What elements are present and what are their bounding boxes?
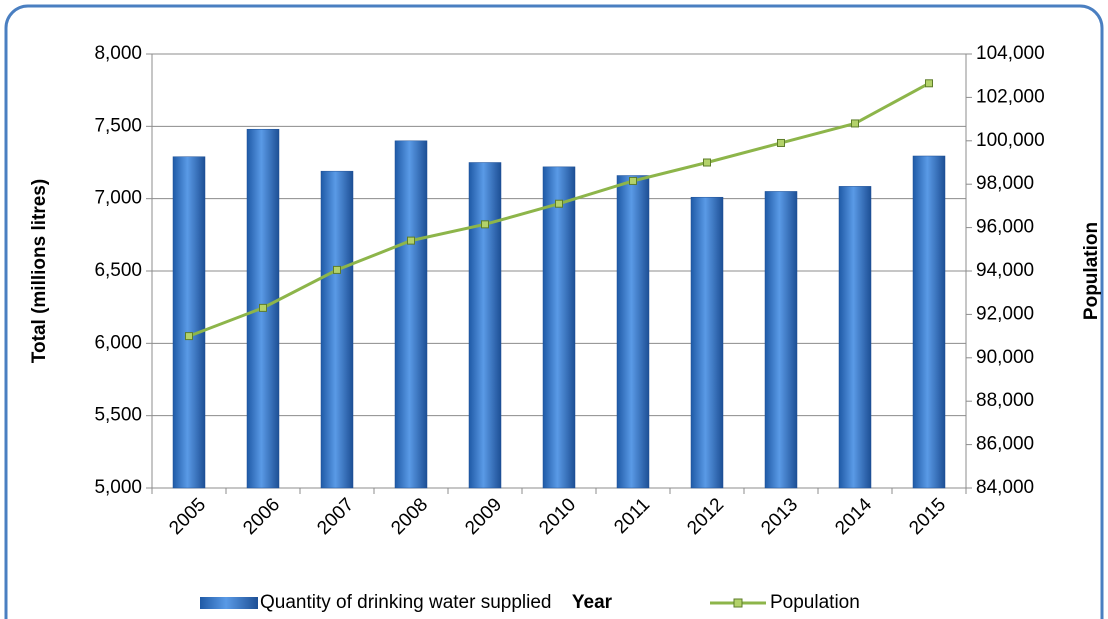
y-tick-label: 5,000: [94, 477, 142, 498]
line-marker: [185, 332, 193, 341]
y2-axis-label: Population: [1081, 222, 1102, 320]
y2-tick-label: 92,000: [976, 303, 1034, 324]
line-marker: [629, 176, 637, 185]
bar: [542, 166, 576, 489]
line-marker: [777, 138, 785, 147]
y-tick-label: 8,000: [94, 43, 142, 64]
x-axis-label: Year: [572, 592, 613, 613]
bar: [320, 170, 354, 489]
bar: [764, 191, 798, 489]
line-marker: [555, 199, 563, 208]
bar: [838, 186, 872, 489]
y2-tick-label: 102,000: [976, 86, 1045, 107]
y2-tick-label: 88,000: [976, 390, 1034, 411]
legend-swatch: [733, 598, 743, 608]
y-tick-label: 6,000: [94, 332, 142, 353]
bar: [468, 162, 502, 489]
y2-tick-label: 98,000: [976, 173, 1034, 194]
line-marker: [259, 303, 267, 312]
legend-label: Population: [770, 592, 860, 613]
y2-tick-label: 104,000: [976, 43, 1045, 64]
y2-tick-label: 100,000: [976, 130, 1045, 151]
y-tick-label: 7,000: [94, 188, 142, 209]
bar: [172, 156, 206, 489]
legend-label: Quantity of drinking water supplied: [260, 592, 552, 613]
y-axis-label: Total (millions litres): [29, 179, 50, 363]
legend-swatch: [200, 597, 258, 609]
y2-tick-label: 96,000: [976, 217, 1034, 238]
line-marker: [333, 265, 341, 274]
bar: [912, 155, 946, 489]
line-marker: [925, 79, 933, 88]
line-marker: [481, 220, 489, 229]
bar: [616, 175, 650, 489]
y2-tick-label: 90,000: [976, 347, 1034, 368]
line-marker: [407, 236, 415, 245]
y-tick-label: 7,500: [94, 115, 142, 136]
bar: [690, 196, 724, 489]
bar: [394, 140, 428, 489]
y-tick-label: 5,500: [94, 405, 142, 426]
y2-tick-label: 94,000: [976, 260, 1034, 281]
line-marker: [851, 119, 859, 128]
y2-tick-label: 84,000: [976, 477, 1034, 498]
line-marker: [703, 158, 711, 167]
y-tick-label: 6,500: [94, 260, 142, 281]
y2-tick-label: 86,000: [976, 434, 1034, 455]
